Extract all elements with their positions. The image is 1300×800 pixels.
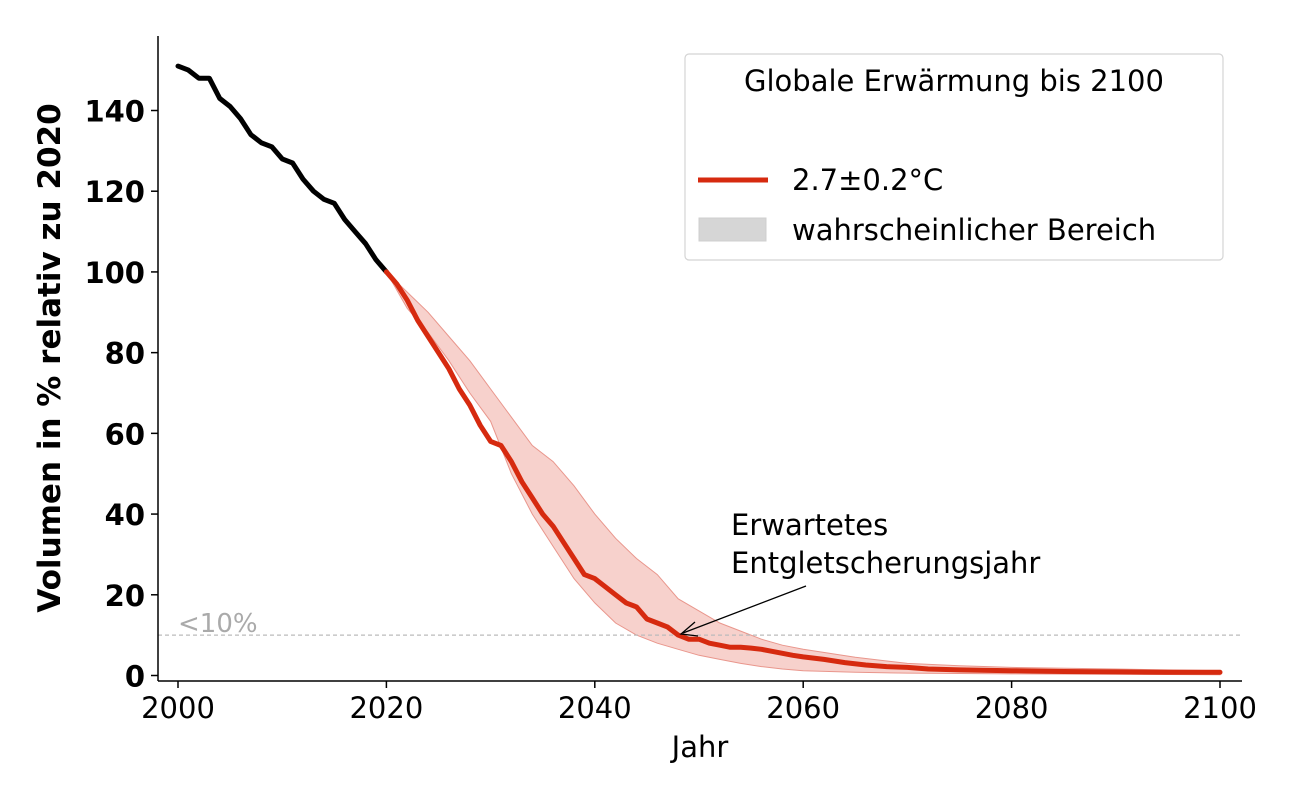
y-axis-label: Volumen in % relativ zu 2020 <box>32 103 68 612</box>
x-tick-label: 2000 <box>141 691 215 725</box>
annotation-arrowhead <box>679 621 699 637</box>
y-tick-label: 120 <box>84 175 145 209</box>
x-tick-label: 2020 <box>349 691 423 725</box>
legend-box <box>684 53 1224 261</box>
threshold-label: <10% <box>178 609 258 639</box>
annotation-arrow <box>682 585 807 634</box>
legend-entry-projection: 2.7±0.2°C <box>792 163 943 197</box>
likely-range-band <box>385 271 1221 676</box>
legend: Globale Erwärmung bis 2100 2.7±0.2°C wah… <box>684 53 1224 261</box>
legend-title: Globale Erwärmung bis 2100 <box>744 64 1164 98</box>
range-band-layer <box>385 271 1221 676</box>
annotation: Erwartetes Entgletscherungsjahr <box>679 508 1040 637</box>
x-tick-label: 2040 <box>558 691 632 725</box>
y-tick-label: 20 <box>105 579 145 613</box>
series-historical-line <box>175 63 389 275</box>
x-tick-label: 2060 <box>766 691 840 725</box>
y-tick-label: 0 <box>125 660 145 694</box>
x-axis-label: Jahr <box>670 730 729 764</box>
annotation-line-2: Entgletscherungsjahr <box>731 546 1040 580</box>
series-lines-layer <box>175 63 1223 675</box>
annotation-line-1: Erwartetes <box>731 508 888 542</box>
legend-entry-range: wahrscheinlicher Bereich <box>792 213 1156 247</box>
series-projection-line <box>383 269 1223 675</box>
ticks-layer: 2000 2020 2040 2060 2080 21000204060801001201… <box>84 95 1256 726</box>
axes <box>157 36 1242 682</box>
y-tick-label: 60 <box>105 417 145 451</box>
y-tick-label: 40 <box>105 498 145 532</box>
y-tick-label: 80 <box>105 337 145 371</box>
y-tick-label: 100 <box>84 256 145 290</box>
x-tick-label: 2100 <box>1183 691 1257 725</box>
x-tick-label: 2080 <box>975 691 1049 725</box>
legend-range-swatch <box>698 217 767 242</box>
y-tick-label: 140 <box>84 95 145 129</box>
